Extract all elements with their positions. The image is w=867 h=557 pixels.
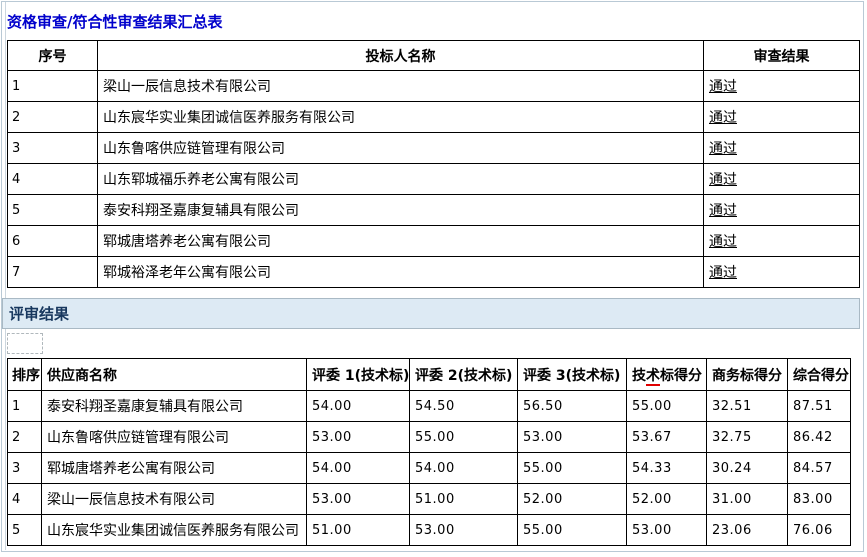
review-result-cell: 通过 (703, 163, 860, 195)
bidder-name-cell: 郓城裕泽老年公寓有限公司 (97, 256, 704, 288)
header-rank: 排序 (7, 358, 42, 391)
empty-image-placeholder (7, 333, 43, 354)
rank-cell: 5 (7, 514, 42, 546)
qualification-table-header-row: 序号 投标人名称 审查结果 (7, 40, 860, 71)
judge1-score-cell: 54.00 (306, 452, 410, 484)
bidder-name-cell: 山东郓城福乐养老公寓有限公司 (97, 163, 704, 195)
review-result-section-bar: 评审结果 (2, 298, 860, 329)
spellcheck-underline: 术 (646, 367, 660, 386)
business-score-cell: 31.00 (706, 483, 788, 515)
serial-number-cell: 5 (7, 194, 98, 226)
serial-number-cell: 6 (7, 225, 98, 257)
supplier-name-cell: 梁山一辰信息技术有限公司 (41, 483, 307, 515)
bidder-name-cell: 泰安科翔圣嘉康复辅具有限公司 (97, 194, 704, 226)
total-score-cell: 76.06 (787, 514, 851, 546)
judge3-score-cell: 52.00 (517, 483, 627, 515)
rank-cell: 3 (7, 452, 42, 484)
table-row: 6 郓城唐塔养老公寓有限公司 通过 (7, 225, 860, 257)
judge1-score-cell: 53.00 (306, 421, 410, 453)
tech-score-cell: 53.67 (626, 421, 707, 453)
judge1-score-cell: 51.00 (306, 514, 410, 546)
judge3-score-cell: 53.00 (517, 421, 627, 453)
table-row: 2 山东鲁喀供应链管理有限公司 53.00 55.00 53.00 53.67 32.75 8… (7, 421, 851, 453)
table-row: 3 郓城唐塔养老公寓有限公司 54.00 54.00 55.00 54.33 30.24 84… (7, 452, 851, 484)
serial-number-cell: 7 (7, 256, 98, 288)
header-supplier-name: 供应商名称 (41, 358, 307, 391)
table-row: 3 山东鲁喀供应链管理有限公司 通过 (7, 132, 860, 164)
rank-cell: 4 (7, 483, 42, 515)
review-result-cell: 通过 (703, 101, 860, 133)
judge3-score-cell: 55.00 (517, 452, 627, 484)
supplier-name-cell: 山东宸华实业集团诚信医养服务有限公司 (41, 514, 307, 546)
bidder-name-cell: 郓城唐塔养老公寓有限公司 (97, 225, 704, 257)
serial-number-cell: 4 (7, 163, 98, 195)
judge2-score-cell: 55.00 (409, 421, 518, 453)
review-result-cell: 通过 (703, 70, 860, 102)
total-score-cell: 87.51 (787, 390, 851, 422)
table-row: 4 梁山一辰信息技术有限公司 53.00 51.00 52.00 52.00 31.00 83… (7, 483, 851, 515)
review-result-cell: 通过 (703, 256, 860, 288)
serial-number-cell: 3 (7, 132, 98, 164)
header-judge2-tech: 评委 2(技术标) (409, 358, 518, 391)
table-row: 7 郓城裕泽老年公寓有限公司 通过 (7, 256, 860, 288)
header-business-score: 商务标得分 (706, 358, 788, 391)
tech-score-cell: 52.00 (626, 483, 707, 515)
table-row: 1 梁山一辰信息技术有限公司 通过 (7, 70, 860, 102)
rank-cell: 1 (7, 390, 42, 422)
judge1-score-cell: 54.00 (306, 390, 410, 422)
header-judge1-tech: 评委 1(技术标) (306, 358, 410, 391)
judge2-score-cell: 51.00 (409, 483, 518, 515)
header-bidder-name: 投标人名称 (97, 40, 704, 71)
judge3-score-cell: 56.50 (517, 390, 627, 422)
business-score-cell: 32.75 (706, 421, 788, 453)
tech-score-text: 标得分 (660, 367, 702, 384)
review-result-cell: 通过 (703, 194, 860, 226)
bidder-name-cell: 山东鲁喀供应链管理有限公司 (97, 132, 704, 164)
judge2-score-cell: 53.00 (409, 514, 518, 546)
table-row: 5 山东宸华实业集团诚信医养服务有限公司 51.00 53.00 55.00 53.00 2… (7, 514, 851, 546)
review-result-section-title: 评审结果 (9, 305, 70, 323)
review-score-table: 排序 供应商名称 评委 1(技术标) 评委 2(技术标) 评委 3(技术标) 技… (7, 358, 851, 546)
table-row: 4 山东郓城福乐养老公寓有限公司 通过 (7, 163, 860, 195)
inner-left-border (5, 2, 6, 550)
judge2-score-cell: 54.00 (409, 452, 518, 484)
bidder-name-cell: 山东宸华实业集团诚信医养服务有限公司 (97, 101, 704, 133)
serial-number-cell: 2 (7, 101, 98, 133)
total-score-cell: 83.00 (787, 483, 851, 515)
header-total-score: 综合得分 (787, 358, 851, 391)
tech-score-cell: 54.33 (626, 452, 707, 484)
supplier-name-cell: 泰安科翔圣嘉康复辅具有限公司 (41, 390, 307, 422)
qualification-review-table: 序号 投标人名称 审查结果 1 梁山一辰信息技术有限公司 通过 2 山东宸华实业集团诚信… (7, 40, 860, 288)
table-row: 5 泰安科翔圣嘉康复辅具有限公司 通过 (7, 194, 860, 226)
serial-number-cell: 1 (7, 70, 98, 102)
supplier-name-cell: 山东鲁喀供应链管理有限公司 (41, 421, 307, 453)
review-result-cell: 通过 (703, 132, 860, 164)
header-review-result: 审查结果 (703, 40, 860, 71)
business-score-cell: 30.24 (706, 452, 788, 484)
total-score-cell: 84.57 (787, 452, 851, 484)
tech-score-cell: 55.00 (626, 390, 707, 422)
qualification-summary-title-link[interactable]: 资格审查/符合性审查结果汇总表 (7, 13, 223, 31)
header-judge3-tech: 评委 3(技术标) (517, 358, 627, 391)
table-row: 1 泰安科翔圣嘉康复辅具有限公司 54.00 54.50 56.50 55.00 32.51… (7, 390, 851, 422)
judge2-score-cell: 54.50 (409, 390, 518, 422)
judge1-score-cell: 53.00 (306, 483, 410, 515)
tech-score-cell: 53.00 (626, 514, 707, 546)
supplier-name-cell: 郓城唐塔养老公寓有限公司 (41, 452, 307, 484)
header-tech-score: 技术标得分 (626, 358, 707, 391)
business-score-cell: 32.51 (706, 390, 788, 422)
review-result-cell: 通过 (703, 225, 860, 257)
total-score-cell: 86.42 (787, 421, 851, 453)
business-score-cell: 23.06 (706, 514, 788, 546)
header-serial-number: 序号 (7, 40, 98, 71)
judge3-score-cell: 55.00 (517, 514, 627, 546)
table-row: 2 山东宸华实业集团诚信医养服务有限公司 通过 (7, 101, 860, 133)
rank-cell: 2 (7, 421, 42, 453)
review-table-header-row: 排序 供应商名称 评委 1(技术标) 评委 2(技术标) 评委 3(技术标) 技… (7, 358, 851, 391)
bidder-name-cell: 梁山一辰信息技术有限公司 (97, 70, 704, 102)
tech-score-text: 技 (632, 367, 646, 384)
